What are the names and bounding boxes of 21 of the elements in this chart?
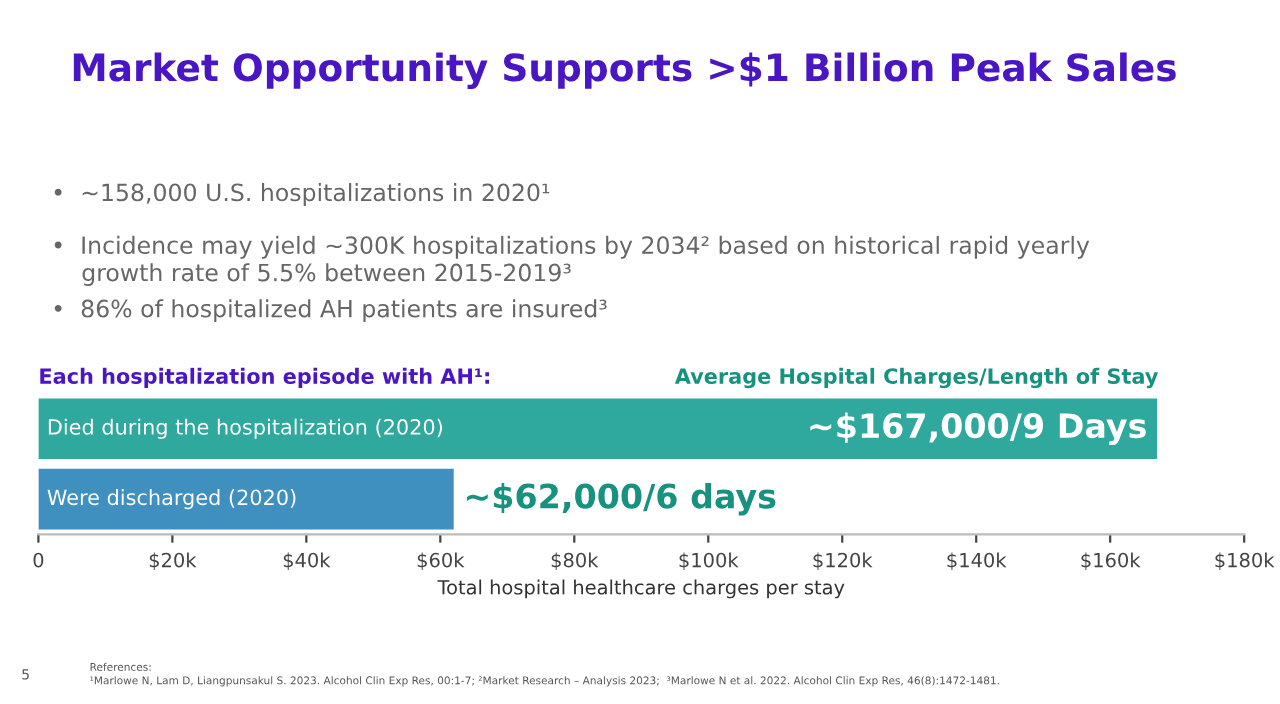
x-axis-title: Total hospital healthcare charges per stay [437,579,845,599]
x-tick-label: $120k [813,552,873,571]
x-tick-label: 0 [33,552,44,568]
text: • ~158,000 U.S. hospitalizations in 2020¹ [54,183,550,206]
x-tick-label: $20k [149,552,197,571]
x-tick-label: $180k [1215,552,1275,571]
y-tick-label: Died during the hospitalization (2020) [48,418,443,439]
text: • Incidence may yield ~300K hospitalizations by 2034² based on historical rapid yearly growth rate of 5.5% between 2015-2019³ [54,235,1090,287]
y-tick-label: Were discharged (2020) [47,489,296,510]
x-tick-label: $140k [947,552,1007,571]
x-tick-label: $80k [551,552,599,571]
x-tick-label: $160k [1081,552,1141,571]
text: Average Hospital Charges/Length of Stay [674,367,1159,389]
x-tick-label: $40k [283,552,331,571]
data-label: ~$167,000/9 Days [810,412,1146,445]
text: • 86% of hospitalized AH patients are insured³ [54,299,607,323]
chart-title: Market Opportunity Supports >$1 Billion Peak Sales [73,52,1176,90]
x-tick-label: $60k [417,552,465,571]
data-label: ~$62,000/6 days [466,482,776,516]
chart-subtitle: Each hospitalization episode with AH¹: [40,367,490,389]
x-tick-label: $100k [679,552,739,571]
